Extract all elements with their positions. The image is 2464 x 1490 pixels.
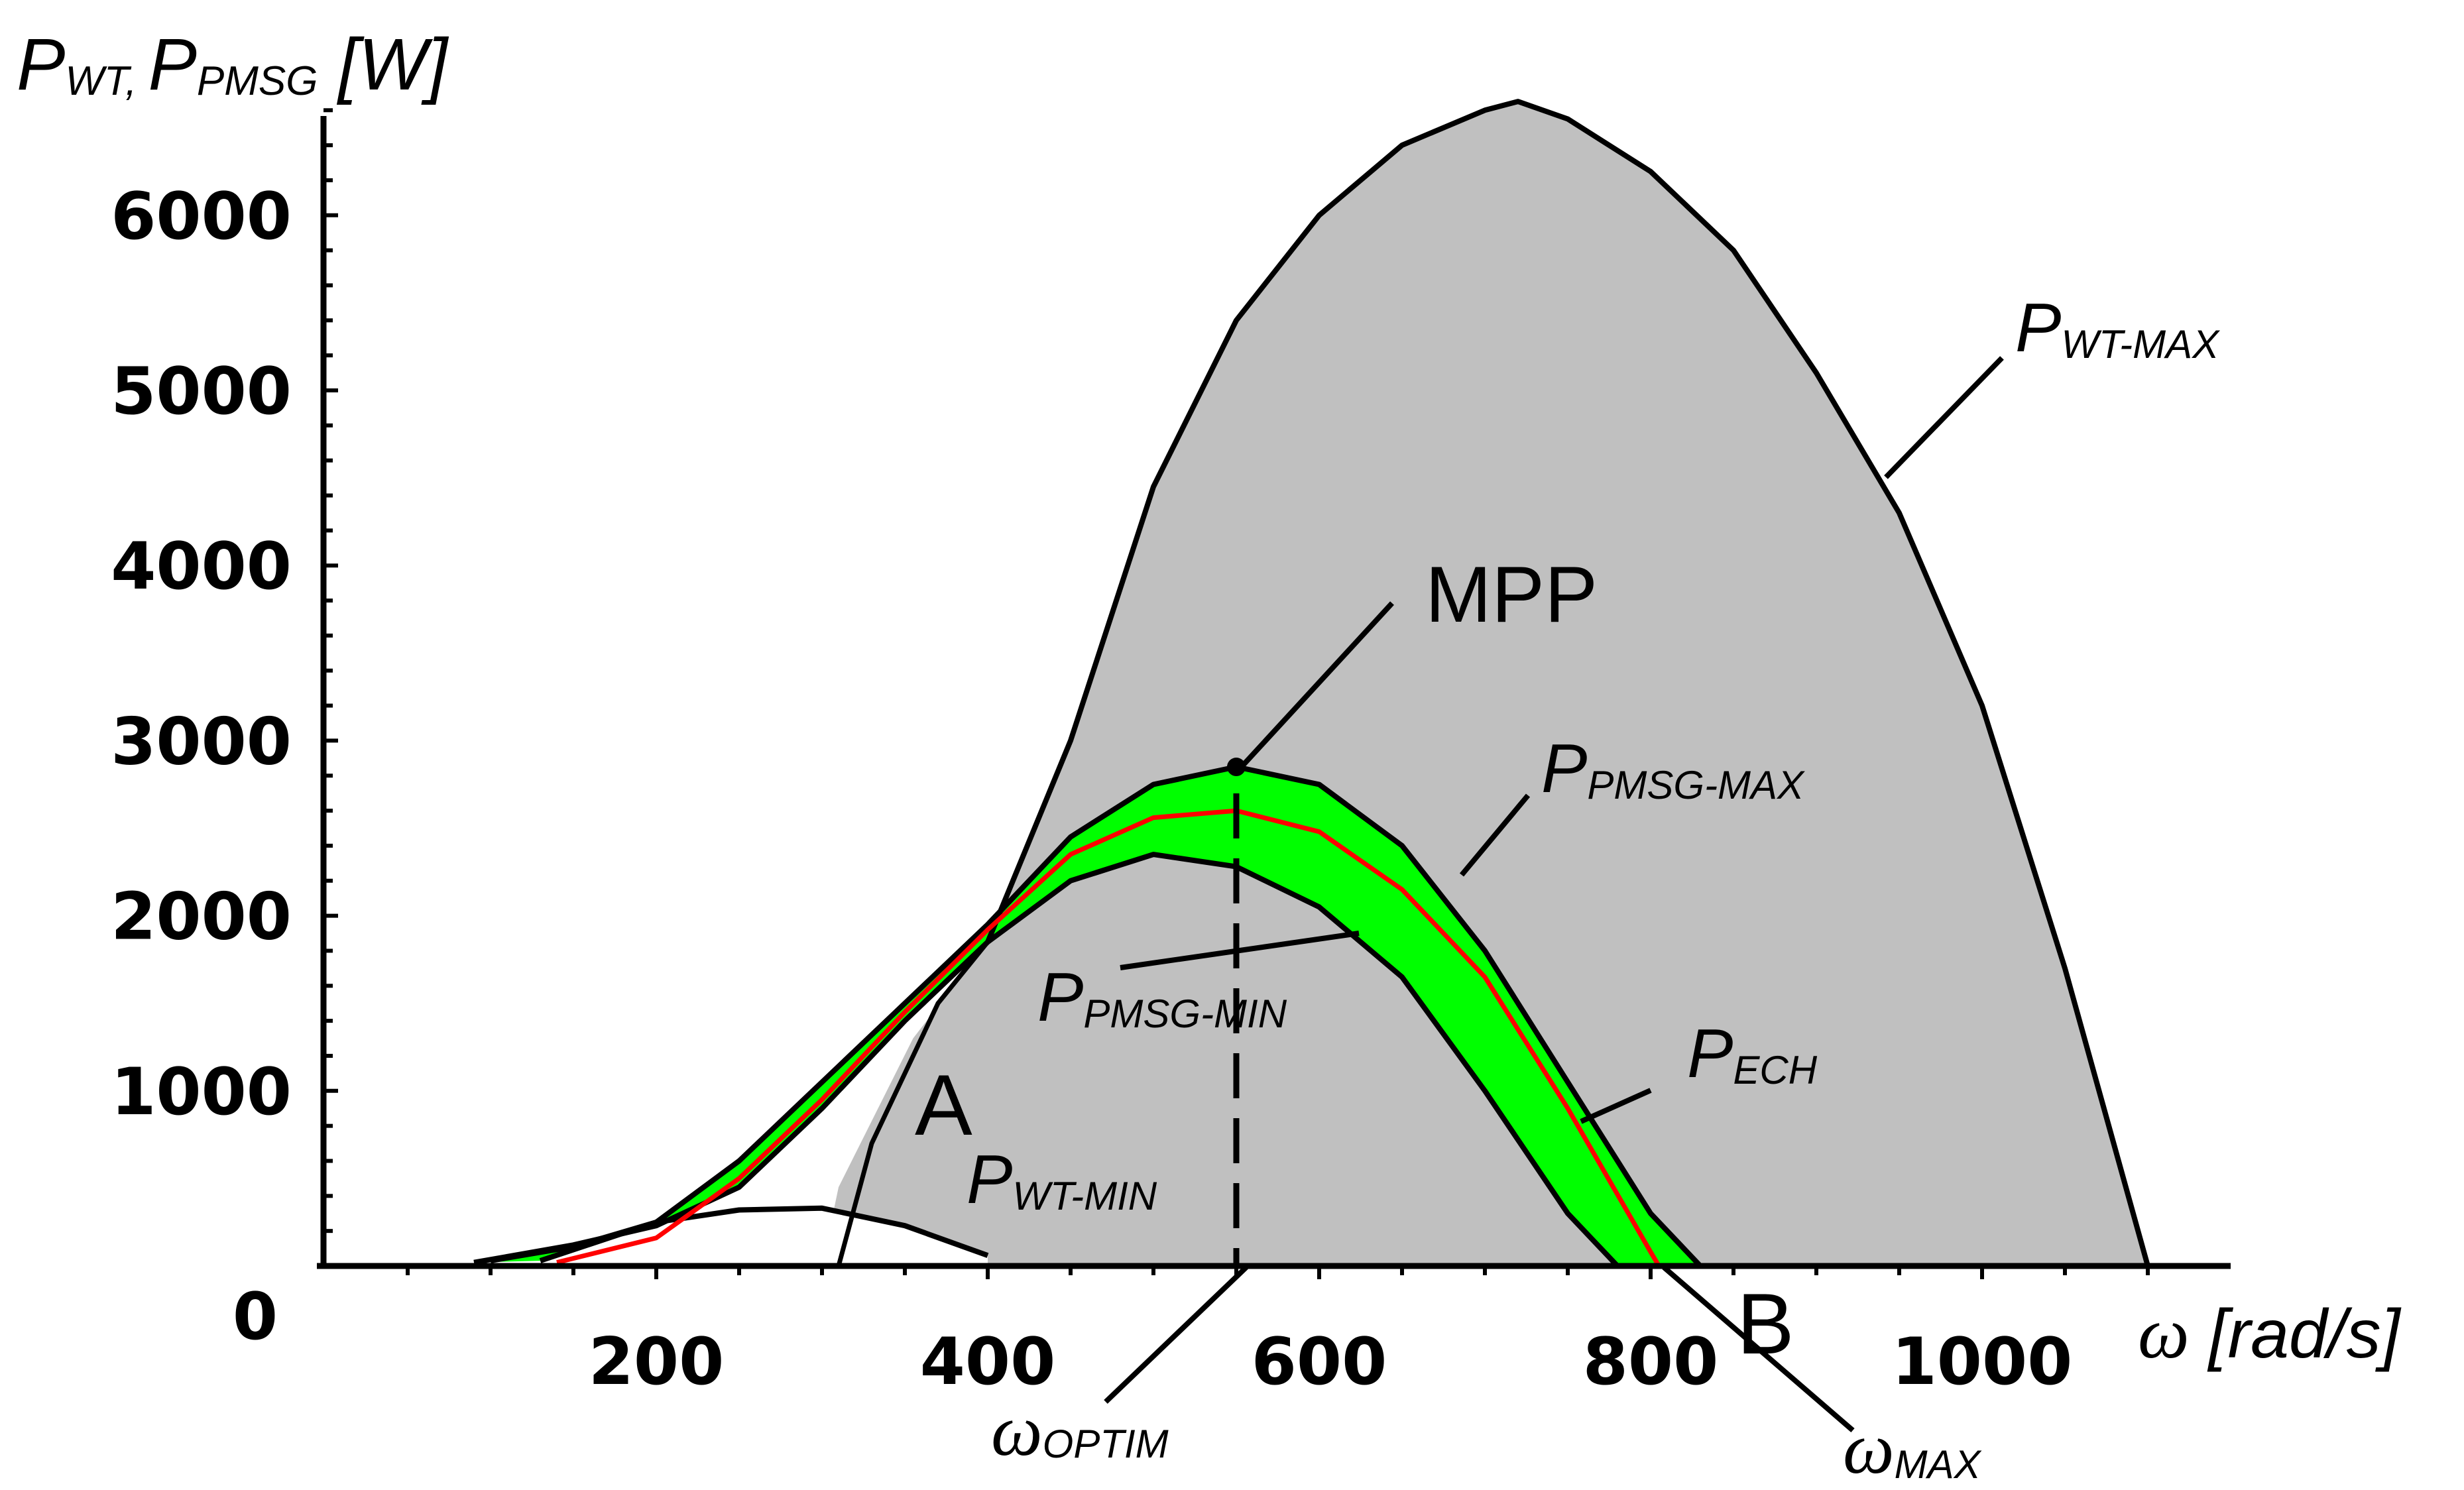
omega-max-leader xyxy=(1662,1265,1855,1433)
y-tick-label: 4000 xyxy=(111,529,292,604)
ppmsg-max-label: PPMSG-MAX xyxy=(1541,730,1805,807)
y-tick-label: 3000 xyxy=(111,704,292,779)
x-tick-label: 400 xyxy=(920,1324,1056,1400)
point-a-label: A xyxy=(915,1057,972,1153)
origin-label: 0 xyxy=(233,1279,278,1355)
x-tick-label: 600 xyxy=(1252,1324,1387,1400)
pech-label: PECH xyxy=(1687,1015,1818,1092)
mpp-point xyxy=(1227,758,1246,777)
y-tick-label: 2000 xyxy=(111,880,292,955)
fill-layer xyxy=(474,101,2148,1267)
pech-leader xyxy=(1580,1088,1652,1124)
wt-region-left-boundary xyxy=(836,940,990,1267)
pwt-max-label: PWT-MAX xyxy=(2015,290,2220,367)
pwt-max-curve xyxy=(985,99,2150,1267)
wt-operating-region xyxy=(822,101,2148,1267)
x-tick-label: 200 xyxy=(589,1324,725,1400)
series-lines-layer xyxy=(473,99,2150,1268)
pwt-max-leader xyxy=(1884,356,2004,479)
y-tick-label: 6000 xyxy=(111,179,292,255)
x-axis-title: ω [rad/s] xyxy=(2138,1292,2402,1373)
omega-max-label: ωMAX xyxy=(1843,1408,1982,1489)
mpp-leader xyxy=(1238,601,1394,771)
y-axis-title: PWT, PPMSG [W] xyxy=(17,24,449,105)
omega-optim-leader xyxy=(1104,1265,1248,1404)
ppmsg-min-curve xyxy=(473,852,1619,1268)
x-tick-label: 1000 xyxy=(1892,1324,2073,1400)
ticks-layer: 200 400 600 800 1000 1000 2000 3000 4000 5000 6000 xyxy=(111,108,2150,1400)
axes xyxy=(317,116,2231,1269)
ppmsg-max-curve xyxy=(539,764,1702,1268)
y-tick-label: 5000 xyxy=(111,354,292,430)
pwt-min-label: PWT-MIN xyxy=(967,1141,1157,1218)
ppmsg-max-leader xyxy=(1459,793,1531,877)
wt-min-under-region xyxy=(491,1208,988,1266)
ppmsg-min-label: PPMSG-MIN xyxy=(1037,959,1287,1036)
x-tick-label: 800 xyxy=(1583,1324,1719,1400)
y-tick-label: 1000 xyxy=(111,1055,292,1130)
mpp-label: MPP xyxy=(1425,550,1598,639)
pech-curve xyxy=(556,808,1661,1267)
ppmsg-min-leader xyxy=(1120,931,1360,970)
omega-optim-label: ωOPTIM xyxy=(991,1390,1169,1471)
